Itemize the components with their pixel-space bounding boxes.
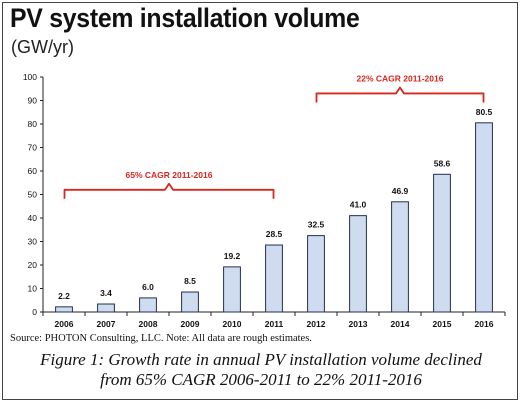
- data-label: 8.5: [184, 276, 196, 286]
- x-tick-label: 2010: [223, 319, 242, 329]
- data-label: 41.0: [350, 200, 367, 210]
- bar: [265, 244, 283, 313]
- x-tick-label: 2011: [265, 319, 284, 329]
- data-label: 19.2: [224, 251, 241, 261]
- y-tick-label: 40: [28, 213, 38, 223]
- x-tick-label: 2008: [139, 319, 158, 329]
- y-tick-label: 90: [28, 96, 38, 106]
- y-tick-label: 30: [28, 237, 38, 247]
- chart-title: PV system installation volume: [10, 3, 360, 33]
- data-label: 2.2: [58, 291, 70, 301]
- bars: 2.2 3.4 6.0 8.5 19.2 28.5 32.5 41.0 46.9 58.6 80.5: [55, 107, 493, 313]
- y-tick-label: 100: [23, 72, 37, 82]
- data-label: 46.9: [392, 186, 409, 196]
- y-tick-label: 20: [28, 260, 38, 270]
- y-tick-label: 80: [28, 119, 38, 129]
- bar: [223, 266, 241, 313]
- bar: [139, 297, 157, 313]
- x-tick-label: 2016: [475, 319, 494, 329]
- bar: [307, 235, 325, 313]
- bar: [475, 122, 493, 313]
- figure-frame: [2, 2, 518, 400]
- y-tick-label: 10: [28, 284, 38, 294]
- cagr-brace: [315, 86, 485, 103]
- x-tick-label: 2014: [391, 319, 410, 329]
- figure-caption-line-1: Figure 1: Growth rate in annual PV insta…: [40, 350, 482, 369]
- x-tick-label: 2015: [433, 319, 452, 329]
- bar: [349, 215, 367, 313]
- y-tick-label: 50: [28, 190, 38, 200]
- data-label: 6.0: [142, 282, 154, 292]
- cagr-brace: [63, 182, 275, 199]
- annotations: 65% CAGR 2011-2016 22% CAGR 2011-2016: [63, 73, 485, 199]
- figure-caption-line-2: from 65% CAGR 2006-2011 to 22% 2011-2016: [100, 370, 422, 389]
- x-tick-label: 2013: [349, 319, 368, 329]
- y-tick-label: 70: [28, 143, 38, 153]
- y-tick-label: 60: [28, 166, 38, 176]
- source-note: Source: PHOTON Consulting, LLC. Note: Al…: [10, 333, 312, 344]
- x-tick-label: 2006: [55, 319, 74, 329]
- bar: [55, 306, 73, 313]
- chart-subtitle: (GW/yr): [11, 37, 74, 57]
- y-tick-label: 0: [32, 307, 37, 317]
- axes: 0 10 20 30 40 50 60 70 80 90 100 2006 2007 2008 2009 20…: [23, 72, 506, 329]
- cagr-label: 22% CAGR 2011-2016: [357, 73, 444, 83]
- bar: [433, 173, 451, 313]
- bar: [97, 303, 115, 313]
- x-tick-label: 2007: [97, 319, 116, 329]
- x-tick-label: 2012: [307, 319, 326, 329]
- data-label: 32.5: [308, 220, 325, 230]
- data-label: 80.5: [476, 107, 493, 117]
- data-label: 3.4: [100, 288, 112, 298]
- cagr-label: 65% CAGR 2011-2016: [126, 170, 213, 180]
- bar: [181, 291, 199, 313]
- data-label: 28.5: [266, 229, 283, 239]
- x-tick-label: 2009: [181, 319, 200, 329]
- bar: [391, 201, 409, 313]
- data-label: 58.6: [434, 158, 451, 168]
